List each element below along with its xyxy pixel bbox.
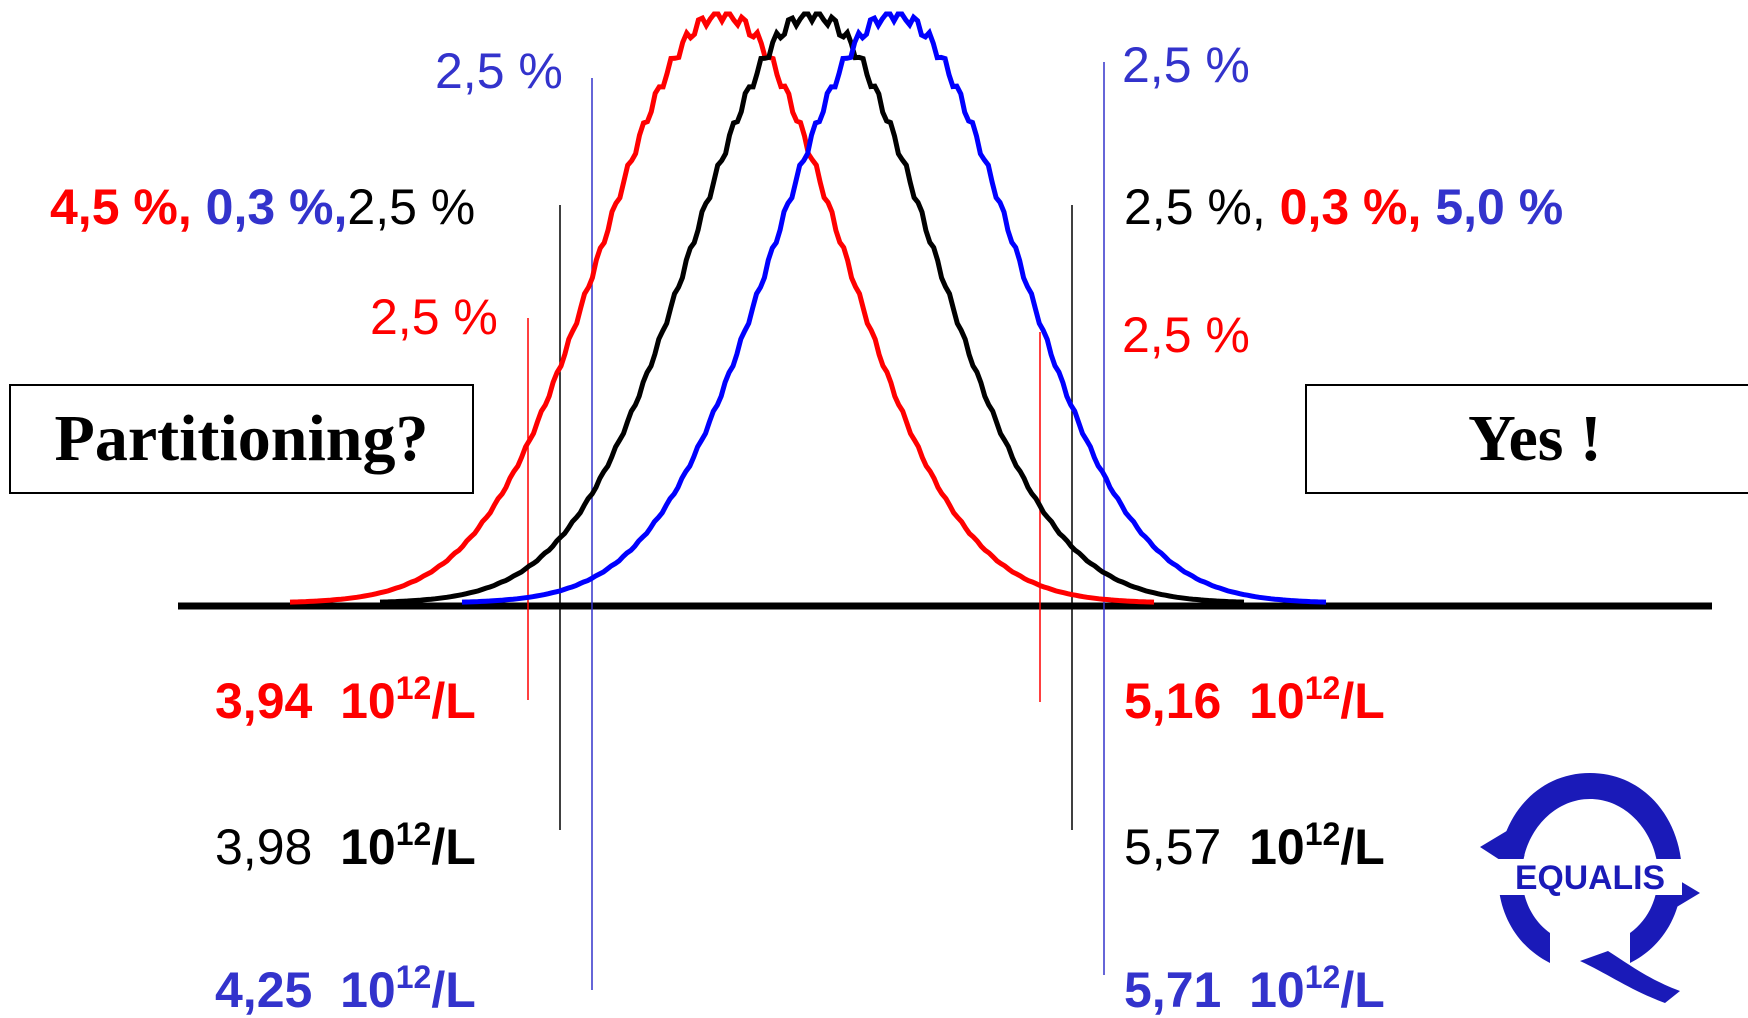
right-blue-percent: 2,5 % bbox=[1122, 37, 1250, 93]
right-red-percent: 2,5 % bbox=[1122, 307, 1250, 363]
curve-black bbox=[379, 11, 1245, 605]
left-value-black: 3,98 1012/L bbox=[215, 816, 476, 875]
left-value-red: 3,94 1012/L bbox=[215, 670, 476, 729]
right-row-black: 2,5 %, bbox=[1124, 179, 1266, 235]
curve-blue bbox=[461, 11, 1327, 605]
right-row-red: 0,3 %, bbox=[1279, 179, 1422, 235]
curve-red bbox=[289, 11, 1155, 605]
equalis-logo-text: EQUALIS bbox=[1515, 859, 1665, 897]
left-row-red: 4,5 %, bbox=[50, 179, 192, 235]
right-percent-row: 2,5 %, 0,3 %, 5,0 % bbox=[1124, 182, 1563, 232]
answer-text: Yes ! bbox=[1468, 402, 1602, 475]
right-row-blue: 5,0 % bbox=[1435, 179, 1564, 235]
partitioning-question-box: Partitioning? bbox=[9, 384, 474, 494]
right-value-red-num: 5,16 bbox=[1124, 673, 1222, 729]
left-blue-percent: 2,5 % bbox=[435, 43, 563, 99]
left-row-blue: 0,3 %, bbox=[205, 179, 348, 235]
right-value-blue-num: 5,71 bbox=[1124, 962, 1222, 1018]
left-value-blue: 4,25 1012/L bbox=[215, 959, 476, 1018]
partitioning-question-text: Partitioning? bbox=[54, 402, 429, 475]
equalis-logo-icon: EQUALIS bbox=[1480, 773, 1700, 1003]
left-value-red-num: 3,94 bbox=[215, 673, 313, 729]
left-row-black: 2,5 % bbox=[347, 179, 476, 235]
left-red-percent: 2,5 % bbox=[370, 289, 498, 345]
right-value-red: 5,16 1012/L bbox=[1124, 670, 1385, 729]
right-value-black: 5,57 1012/L bbox=[1124, 816, 1385, 875]
left-value-black-num: 3,98 bbox=[215, 819, 313, 875]
left-percent-row: 4,5 %, 0,3 %,2,5 % bbox=[50, 182, 475, 232]
left-value-blue-num: 4,25 bbox=[215, 962, 313, 1018]
answer-box: Yes ! bbox=[1305, 384, 1748, 494]
right-value-black-num: 5,57 bbox=[1124, 819, 1222, 875]
right-value-blue: 5,71 1012/L bbox=[1124, 959, 1385, 1018]
